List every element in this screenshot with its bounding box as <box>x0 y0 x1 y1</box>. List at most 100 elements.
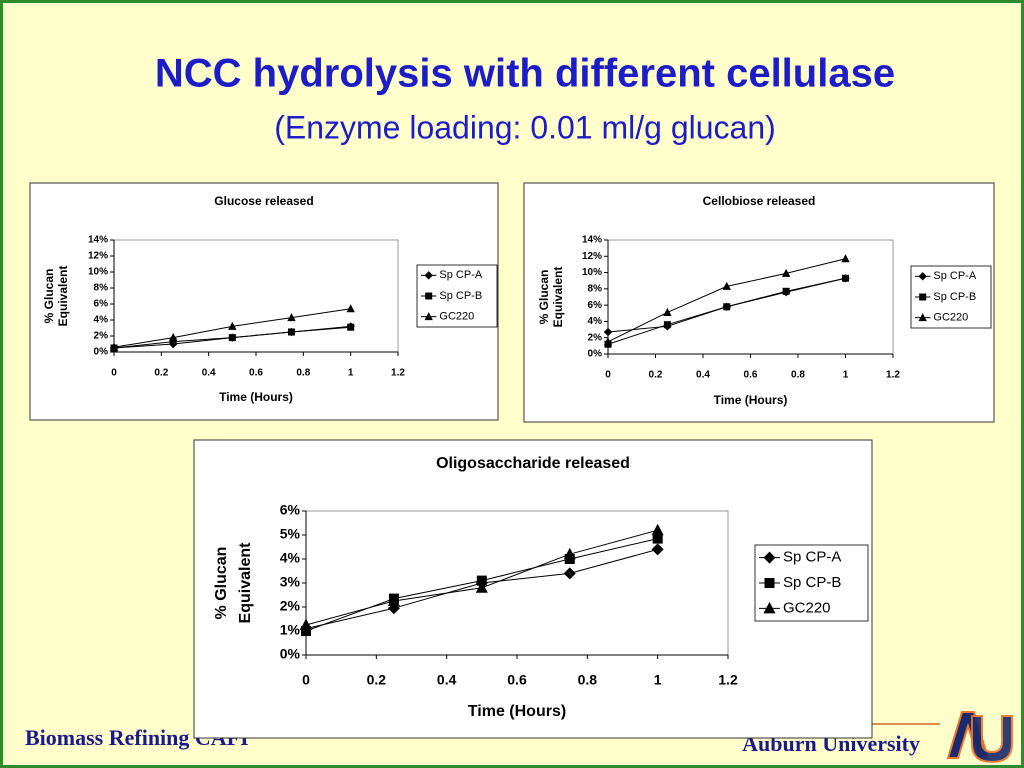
legend-marker <box>764 578 775 588</box>
y-tick-label: 10% <box>88 267 108 278</box>
y-axis-label: % Glucan <box>537 270 551 325</box>
legend-label: GC220 <box>439 311 474 323</box>
data-point <box>603 327 613 337</box>
y-axis-label: % Glucan <box>42 269 56 324</box>
y-tick-label: 3% <box>280 574 301 590</box>
x-tick-label: 0.8 <box>578 672 598 688</box>
y-axis-label: Equivalent <box>56 266 70 327</box>
x-tick-label: 1 <box>843 370 849 381</box>
x-tick-label: 0.2 <box>154 368 168 379</box>
data-point <box>168 333 178 342</box>
logo <box>946 711 1013 764</box>
data-point <box>387 594 400 606</box>
y-tick-label: 12% <box>582 251 602 262</box>
x-tick-label: 0.6 <box>249 368 263 379</box>
data-point <box>288 328 295 336</box>
x-tick-label: 0 <box>111 368 117 379</box>
x-tick-label: 0 <box>605 370 611 381</box>
x-tick-label: 1.2 <box>886 370 900 381</box>
data-point <box>347 323 355 331</box>
legend-label: Sp CP-A <box>439 269 482 281</box>
legend-marker <box>424 271 433 280</box>
data-point <box>109 342 119 351</box>
y-tick-label: 2% <box>280 598 301 614</box>
x-tick-label: 1 <box>654 672 662 688</box>
chart-title: Oligosaccharide released <box>436 455 630 472</box>
y-tick-label: 4% <box>588 316 603 327</box>
y-tick-label: 0% <box>280 646 301 662</box>
data-point <box>663 321 671 329</box>
x-axis-label: Time (Hours) <box>714 393 788 407</box>
legend-label: Sp CP-B <box>439 290 482 302</box>
y-tick-label: 10% <box>582 267 602 278</box>
data-point <box>300 618 312 630</box>
plot-area <box>607 239 894 355</box>
data-point <box>228 321 237 330</box>
y-tick-label: 6% <box>588 300 603 311</box>
y-tick-label: 0% <box>588 349 603 360</box>
y-tick-label: 6% <box>280 502 301 518</box>
data-point <box>287 313 296 322</box>
y-tick-label: 2% <box>588 332 603 343</box>
legend-label: GC220 <box>933 312 968 324</box>
y-tick-label: 5% <box>280 526 301 542</box>
x-tick-label: 0.4 <box>437 672 457 688</box>
y-tick-label: 6% <box>94 299 109 310</box>
x-tick-label: 1 <box>348 368 354 379</box>
y-tick-label: 14% <box>582 235 602 246</box>
slide-title: NCC hydrolysis with different cellulase <box>155 52 895 96</box>
data-point <box>476 575 487 586</box>
x-tick-label: 0.8 <box>296 368 310 379</box>
legend-marker <box>425 292 433 300</box>
chart-title: Cellobiose released <box>703 194 816 208</box>
y-tick-label: 1% <box>280 622 301 638</box>
legend-marker <box>918 313 927 322</box>
x-tick-label: 1.2 <box>718 672 738 688</box>
y-axis-label: Equivalent <box>237 542 254 624</box>
legend-marker <box>763 551 776 564</box>
legend-label: Sp CP-A <box>783 549 841 566</box>
y-axis-label: Equivalent <box>551 267 565 328</box>
y-tick-label: 12% <box>88 251 108 262</box>
x-axis-label: Time (Hours) <box>219 390 293 404</box>
legend-marker <box>763 601 776 614</box>
data-point <box>781 268 791 277</box>
data-point <box>782 287 790 295</box>
y-tick-label: 4% <box>94 315 109 326</box>
data-point <box>346 304 355 313</box>
x-tick-label: 0.4 <box>696 370 710 381</box>
data-point <box>563 547 576 560</box>
x-tick-label: 1.2 <box>391 368 405 379</box>
x-tick-label: 0.6 <box>507 672 527 688</box>
x-tick-label: 0.2 <box>367 672 387 688</box>
legend-label: Sp CP-B <box>933 291 976 303</box>
data-point <box>652 533 663 544</box>
legend-marker <box>919 293 927 301</box>
x-tick-label: 0.4 <box>202 368 216 379</box>
data-point <box>663 307 672 316</box>
x-axis-label: Time (Hours) <box>468 703 566 720</box>
legend-marker <box>918 272 927 281</box>
y-tick-label: 8% <box>588 283 603 294</box>
data-point <box>563 567 576 580</box>
legend-label: Sp CP-A <box>933 270 976 282</box>
data-point <box>842 274 849 282</box>
chart-title: Glucose released <box>214 194 313 208</box>
data-point <box>475 581 488 593</box>
data-point <box>841 254 850 263</box>
legend-label: Sp CP-B <box>783 574 841 591</box>
data-point <box>228 334 236 342</box>
x-tick-label: 0.2 <box>649 370 663 381</box>
y-tick-label: 0% <box>94 347 109 358</box>
x-tick-label: 0 <box>302 672 310 688</box>
y-axis-label: % Glucan <box>213 547 230 620</box>
data-point <box>722 281 731 290</box>
plot-area <box>305 510 729 656</box>
legend-label: GC220 <box>783 599 831 616</box>
data-point <box>603 337 613 346</box>
y-tick-label: 14% <box>88 235 108 246</box>
legend-marker <box>424 312 433 321</box>
data-point <box>651 543 664 556</box>
